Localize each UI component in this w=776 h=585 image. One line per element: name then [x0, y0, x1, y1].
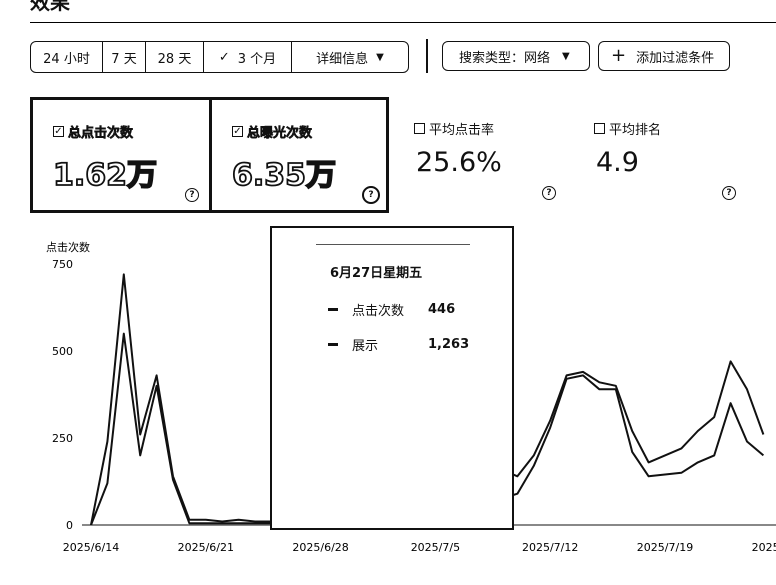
- y-tick-label: 250: [52, 432, 73, 445]
- x-tick-label: 2025/6/21: [178, 541, 234, 554]
- x-tick-label: 2025/7/19: [637, 541, 693, 554]
- details-dropdown[interactable]: 详细信息 ▼: [292, 42, 408, 72]
- metric-value: 6.35万: [231, 157, 337, 194]
- metric-label: 平均点击率: [414, 119, 494, 138]
- y-tick-label: 750: [52, 258, 73, 271]
- y-tick-label: 0: [66, 519, 73, 532]
- metric-card-ctr[interactable]: 平均点击率 25.6% ?: [396, 97, 576, 213]
- checkbox-unchecked-icon: [414, 123, 425, 134]
- metric-card-clicks[interactable]: ✓ 总点击次数 1.62万 ?: [30, 97, 212, 213]
- y-tick-label: 500: [52, 345, 73, 358]
- add-filter-button[interactable]: + 添加过滤条件: [598, 41, 730, 71]
- help-icon[interactable]: ?: [542, 186, 556, 200]
- metric-label-text: 平均排名: [609, 123, 662, 138]
- range-label: 24 小时: [43, 51, 90, 67]
- tooltip-date: 6月27日星期五: [330, 266, 423, 281]
- add-filter-label: 添加过滤条件: [636, 50, 715, 66]
- x-tick-label: 2025/6/28: [292, 541, 348, 554]
- header-divider: [30, 22, 776, 23]
- tooltip-divider: [316, 244, 470, 245]
- date-range-group: 24 小时 7 天 28 天 ✓ 3 个月 详细信息 ▼: [30, 41, 409, 73]
- x-tick-label: 2025/7/12: [522, 541, 578, 554]
- chart-tooltip: 6月27日星期五 点击次数 446 展示 1,263: [270, 226, 514, 530]
- metric-label: 平均排名: [594, 119, 661, 138]
- tooltip-series-name: 点击次数: [352, 304, 405, 319]
- x-tick-label: 2025/6/14: [63, 541, 119, 554]
- plus-icon: +: [611, 45, 627, 66]
- metric-label: ✓ 总曝光次数: [232, 122, 312, 141]
- search-type-dropdown[interactable]: 搜索类型：网络 ▼: [442, 41, 590, 71]
- range-7d-button[interactable]: 7 天: [103, 42, 146, 72]
- series-swatch: [328, 343, 338, 346]
- series-swatch: [328, 308, 338, 311]
- details-label: 详细信息: [316, 51, 369, 67]
- tooltip-row-clicks: 点击次数 446: [328, 300, 455, 319]
- metric-value: 4.9: [596, 147, 639, 178]
- checkbox-checked-icon: ✓: [53, 125, 64, 137]
- metric-label-text: 平均点击率: [429, 123, 495, 138]
- tooltip-series-value: 446: [428, 302, 456, 317]
- tooltip-series-value: 1,263: [428, 337, 470, 352]
- page-title-partial: 效果: [30, 0, 70, 14]
- tooltip-row-impressions: 展示 1,263: [328, 335, 469, 354]
- range-24h-button[interactable]: 24 小时: [31, 42, 103, 72]
- range-label: 7 天: [111, 51, 137, 67]
- help-icon[interactable]: ?: [722, 186, 736, 200]
- x-tick-label: 2025/7/26: [752, 541, 776, 554]
- metric-value: 1.62万: [52, 157, 158, 194]
- check-icon: ✓: [218, 49, 230, 65]
- tooltip-series-name: 展示: [352, 339, 379, 354]
- metric-label-text: 总点击次数: [68, 126, 134, 142]
- checkbox-unchecked-icon: [594, 123, 605, 134]
- chevron-down-icon: ▼: [376, 51, 384, 63]
- range-28d-button[interactable]: 28 天: [146, 42, 204, 72]
- metric-label-text: 总曝光次数: [247, 126, 313, 142]
- toolbar-divider: [426, 39, 428, 73]
- search-type-label: 搜索类型：网络: [459, 50, 551, 66]
- checkbox-checked-icon: ✓: [232, 125, 243, 137]
- range-3m-button[interactable]: ✓ 3 个月: [204, 42, 292, 72]
- metric-label: ✓ 总点击次数: [53, 122, 133, 141]
- range-label: 3 个月: [237, 51, 277, 67]
- chevron-down-icon: ▼: [562, 50, 570, 62]
- y-axis-label: 点击次数: [46, 240, 90, 254]
- help-icon[interactable]: ?: [185, 188, 199, 202]
- metric-card-position[interactable]: 平均排名 4.9 ?: [576, 97, 756, 213]
- range-label: 28 天: [157, 51, 192, 67]
- metric-value: 25.6%: [416, 147, 502, 178]
- help-icon[interactable]: ?: [362, 186, 380, 204]
- x-tick-label: 2025/7/5: [411, 541, 460, 554]
- metric-card-impressions[interactable]: ✓ 总曝光次数 6.35万 ?: [209, 97, 389, 213]
